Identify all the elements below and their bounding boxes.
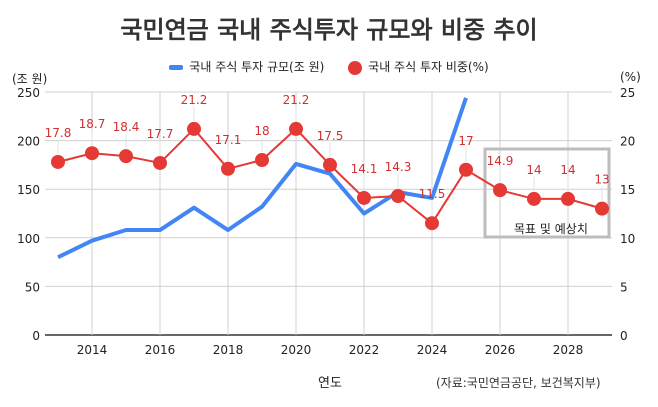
data-label-ratio: 14.9 xyxy=(487,154,514,168)
data-point-ratio xyxy=(153,155,167,170)
legend-swatch-red xyxy=(348,60,363,75)
legend-label-ratio: 국내 주식 투자 비중(%) xyxy=(368,60,489,74)
data-label-ratio: 17.7 xyxy=(147,127,174,141)
data-point-ratio xyxy=(51,154,65,169)
x-tick-label: 2026 xyxy=(485,343,516,357)
y-right-tick-label: 0 xyxy=(620,329,628,343)
data-label-ratio: 14.3 xyxy=(385,160,412,174)
data-point-ratio xyxy=(561,191,575,206)
data-point-ratio xyxy=(221,161,235,176)
x-tick-label: 2014 xyxy=(77,343,108,357)
x-tick-label: 2022 xyxy=(349,343,380,357)
y-left-tick-label: 250 xyxy=(17,86,40,100)
data-label-ratio: 13 xyxy=(594,173,609,187)
data-point-ratio xyxy=(527,191,541,206)
data-point-ratio xyxy=(255,153,269,168)
data-label-ratio: 17.5 xyxy=(317,129,344,143)
data-label-ratio: 21.2 xyxy=(283,93,310,107)
y-right-tick-label: 20 xyxy=(620,135,635,149)
data-label-ratio: 18 xyxy=(254,124,269,138)
data-label-ratio: 14 xyxy=(560,163,575,177)
data-point-ratio xyxy=(357,190,371,205)
data-label-ratio: 17 xyxy=(458,134,473,148)
data-label-ratio: 17.1 xyxy=(215,133,242,147)
data-point-ratio xyxy=(493,183,507,198)
data-label-ratio: 21.2 xyxy=(181,93,208,107)
legend-label-amount: 국내 주식 투자 규모(조 원) xyxy=(189,60,325,74)
x-axis-label: 연도 xyxy=(318,376,342,391)
data-point-ratio xyxy=(425,216,439,231)
right-axis-unit: (%) xyxy=(620,70,641,84)
data-point-ratio xyxy=(289,121,303,136)
data-label-ratio: 18.7 xyxy=(79,117,106,131)
data-point-ratio xyxy=(391,189,405,204)
y-left-tick-label: 50 xyxy=(25,280,40,294)
source-note: (자료:국민연금공단, 보건복지부) xyxy=(436,376,601,390)
x-tick-label: 2024 xyxy=(417,343,448,357)
y-left-tick-label: 100 xyxy=(17,232,40,246)
left-axis-unit: (조 원) xyxy=(12,72,48,86)
data-point-ratio xyxy=(187,121,201,136)
y-right-tick-label: 5 xyxy=(620,280,628,294)
data-point-ratio xyxy=(119,149,133,164)
forecast-box xyxy=(483,147,611,239)
y-right-tick-label: 10 xyxy=(620,232,635,246)
x-tick-label: 2018 xyxy=(213,343,244,357)
y-right-tick-label: 25 xyxy=(620,86,635,100)
chart-title: 국민연금 국내 주식투자 규모와 비중 추이 xyxy=(120,16,538,44)
legend: 국내 주식 투자 규모(조 원) 국내 주식 투자 비중(%) xyxy=(0,58,658,75)
data-point-ratio xyxy=(323,157,337,172)
y-left-tick-label: 0 xyxy=(32,329,40,343)
data-label-ratio: 14 xyxy=(526,163,541,177)
legend-swatch-blue xyxy=(169,65,184,70)
y-left-tick-label: 150 xyxy=(17,183,40,197)
data-label-ratio: 14.1 xyxy=(351,162,378,176)
data-point-ratio xyxy=(459,162,473,177)
x-tick-label: 2016 xyxy=(145,343,176,357)
data-point-ratio xyxy=(595,201,609,216)
x-tick-label: 2020 xyxy=(281,343,312,357)
y-left-tick-label: 200 xyxy=(17,135,40,149)
x-tick-label: 2028 xyxy=(553,343,584,357)
data-point-ratio xyxy=(85,146,99,161)
y-right-tick-label: 15 xyxy=(620,183,635,197)
forecast-annotation: 목표 및 예상치 xyxy=(514,222,588,236)
data-label-ratio: 18.4 xyxy=(113,120,140,134)
data-label-ratio: 11.5 xyxy=(419,187,446,201)
data-label-ratio: 17.8 xyxy=(45,126,72,140)
